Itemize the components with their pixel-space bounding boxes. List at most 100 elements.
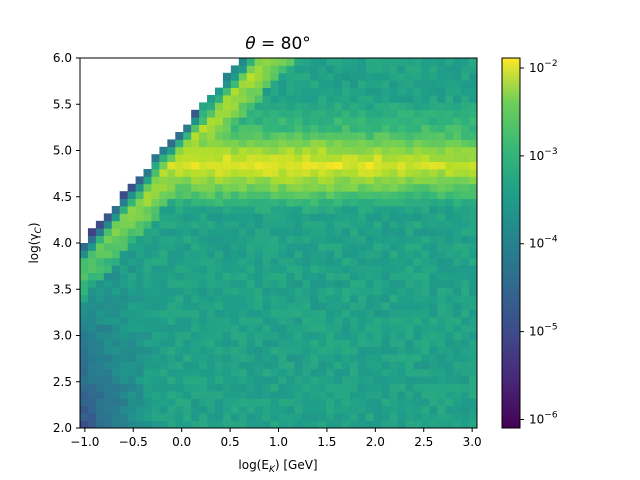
heatmap-cell <box>461 405 470 414</box>
y-tick-label: 5.0 <box>53 144 72 158</box>
heatmap-cell <box>207 220 216 229</box>
heatmap-cell <box>135 383 144 392</box>
heatmap-cell <box>238 309 248 318</box>
heatmap-cell <box>191 324 200 333</box>
heatmap-cell <box>159 420 168 429</box>
heatmap-cell <box>278 95 287 103</box>
heatmap-cell <box>103 405 113 414</box>
heatmap-cell <box>342 405 351 414</box>
heatmap-cell <box>318 235 327 244</box>
heatmap-cell <box>413 169 422 177</box>
heatmap-cell <box>302 413 311 421</box>
heatmap-cell <box>389 191 398 199</box>
heatmap-cell <box>389 72 398 81</box>
heatmap-cell <box>286 65 295 74</box>
heatmap-cell <box>373 95 383 103</box>
heatmap-cell <box>207 339 216 347</box>
heatmap-cell <box>183 317 192 325</box>
heatmap-cell <box>294 146 303 155</box>
heatmap-cell <box>230 183 240 192</box>
heatmap-cell <box>381 213 391 222</box>
heatmap-cell <box>103 220 113 229</box>
heatmap-cell <box>469 235 478 244</box>
heatmap-cell <box>373 294 383 303</box>
heatmap-cell <box>453 339 462 347</box>
heatmap-cell <box>461 383 470 392</box>
heatmap-cell <box>278 413 287 421</box>
heatmap-cell <box>286 420 295 429</box>
heatmap-cell <box>278 109 287 118</box>
heatmap-cell <box>238 346 248 355</box>
heatmap-cell <box>80 317 89 325</box>
heatmap-cell <box>199 154 208 162</box>
heatmap-cell <box>135 376 144 384</box>
heatmap-cell <box>326 405 335 414</box>
heatmap-cell <box>246 383 256 392</box>
heatmap-cell <box>413 339 422 347</box>
heatmap-cell <box>318 280 327 288</box>
heatmap-cell <box>389 265 398 273</box>
heatmap-cell <box>302 213 311 222</box>
heatmap-cell <box>437 117 446 125</box>
heatmap-cell <box>183 265 192 273</box>
x-tick-label: 2.0 <box>366 435 385 449</box>
heatmap-cell <box>119 257 129 266</box>
heatmap-cell <box>381 228 391 236</box>
heatmap-cell <box>389 169 398 177</box>
heatmap-cell <box>199 391 208 399</box>
heatmap-cell <box>437 146 446 155</box>
heatmap-cell <box>357 420 367 429</box>
heatmap-cell <box>222 213 232 222</box>
heatmap-cell <box>334 65 343 74</box>
heatmap-cell <box>246 294 256 303</box>
heatmap-cell <box>246 146 256 155</box>
heatmap-cell <box>103 243 113 251</box>
heatmap-cell <box>230 80 240 88</box>
heatmap-cell <box>246 124 256 133</box>
heatmap-cell <box>326 65 335 74</box>
heatmap-cell <box>381 58 391 66</box>
heatmap-cell <box>151 206 160 214</box>
heatmap-cell <box>397 117 406 125</box>
heatmap-cell <box>254 354 264 362</box>
heatmap-cell <box>214 324 224 333</box>
heatmap-cell <box>159 368 168 377</box>
heatmap-cell <box>87 287 97 296</box>
heatmap-cell <box>453 398 462 407</box>
heatmap-cell <box>119 368 129 377</box>
heatmap-cell <box>262 109 271 118</box>
heatmap-cell <box>254 317 264 325</box>
heatmap-cell <box>365 280 375 288</box>
heatmap-cell <box>143 346 152 355</box>
heatmap-cell <box>222 243 232 251</box>
heatmap-cell <box>238 339 248 347</box>
heatmap-cell <box>222 206 232 214</box>
heatmap-cell <box>413 413 422 421</box>
heatmap-cell <box>318 339 327 347</box>
heatmap-cell <box>469 383 478 392</box>
heatmap-cell <box>207 206 216 214</box>
heatmap-cell <box>437 161 446 170</box>
heatmap-cell <box>349 235 359 244</box>
heatmap-cell <box>342 198 351 207</box>
heatmap-cell <box>246 398 256 407</box>
heatmap-cell <box>278 228 287 236</box>
heatmap-cell <box>421 161 430 170</box>
heatmap-cell <box>373 420 383 429</box>
heatmap-cell <box>357 206 367 214</box>
heatmap-cell <box>270 198 279 207</box>
heatmap-cell <box>199 161 208 170</box>
heatmap-cell <box>389 183 398 192</box>
heatmap-cell <box>207 368 216 377</box>
heatmap-cell <box>429 250 438 259</box>
heatmap-cell <box>461 309 470 318</box>
heatmap-cell <box>413 95 422 103</box>
heatmap-cell <box>175 146 184 155</box>
heatmap-cell <box>469 80 478 88</box>
heatmap-cell <box>286 72 295 81</box>
heatmap-cell <box>151 361 160 370</box>
heatmap-cell <box>175 161 184 170</box>
heatmap-cell <box>326 161 335 170</box>
heatmap-cell <box>294 243 303 251</box>
heatmap-cell <box>262 198 271 207</box>
